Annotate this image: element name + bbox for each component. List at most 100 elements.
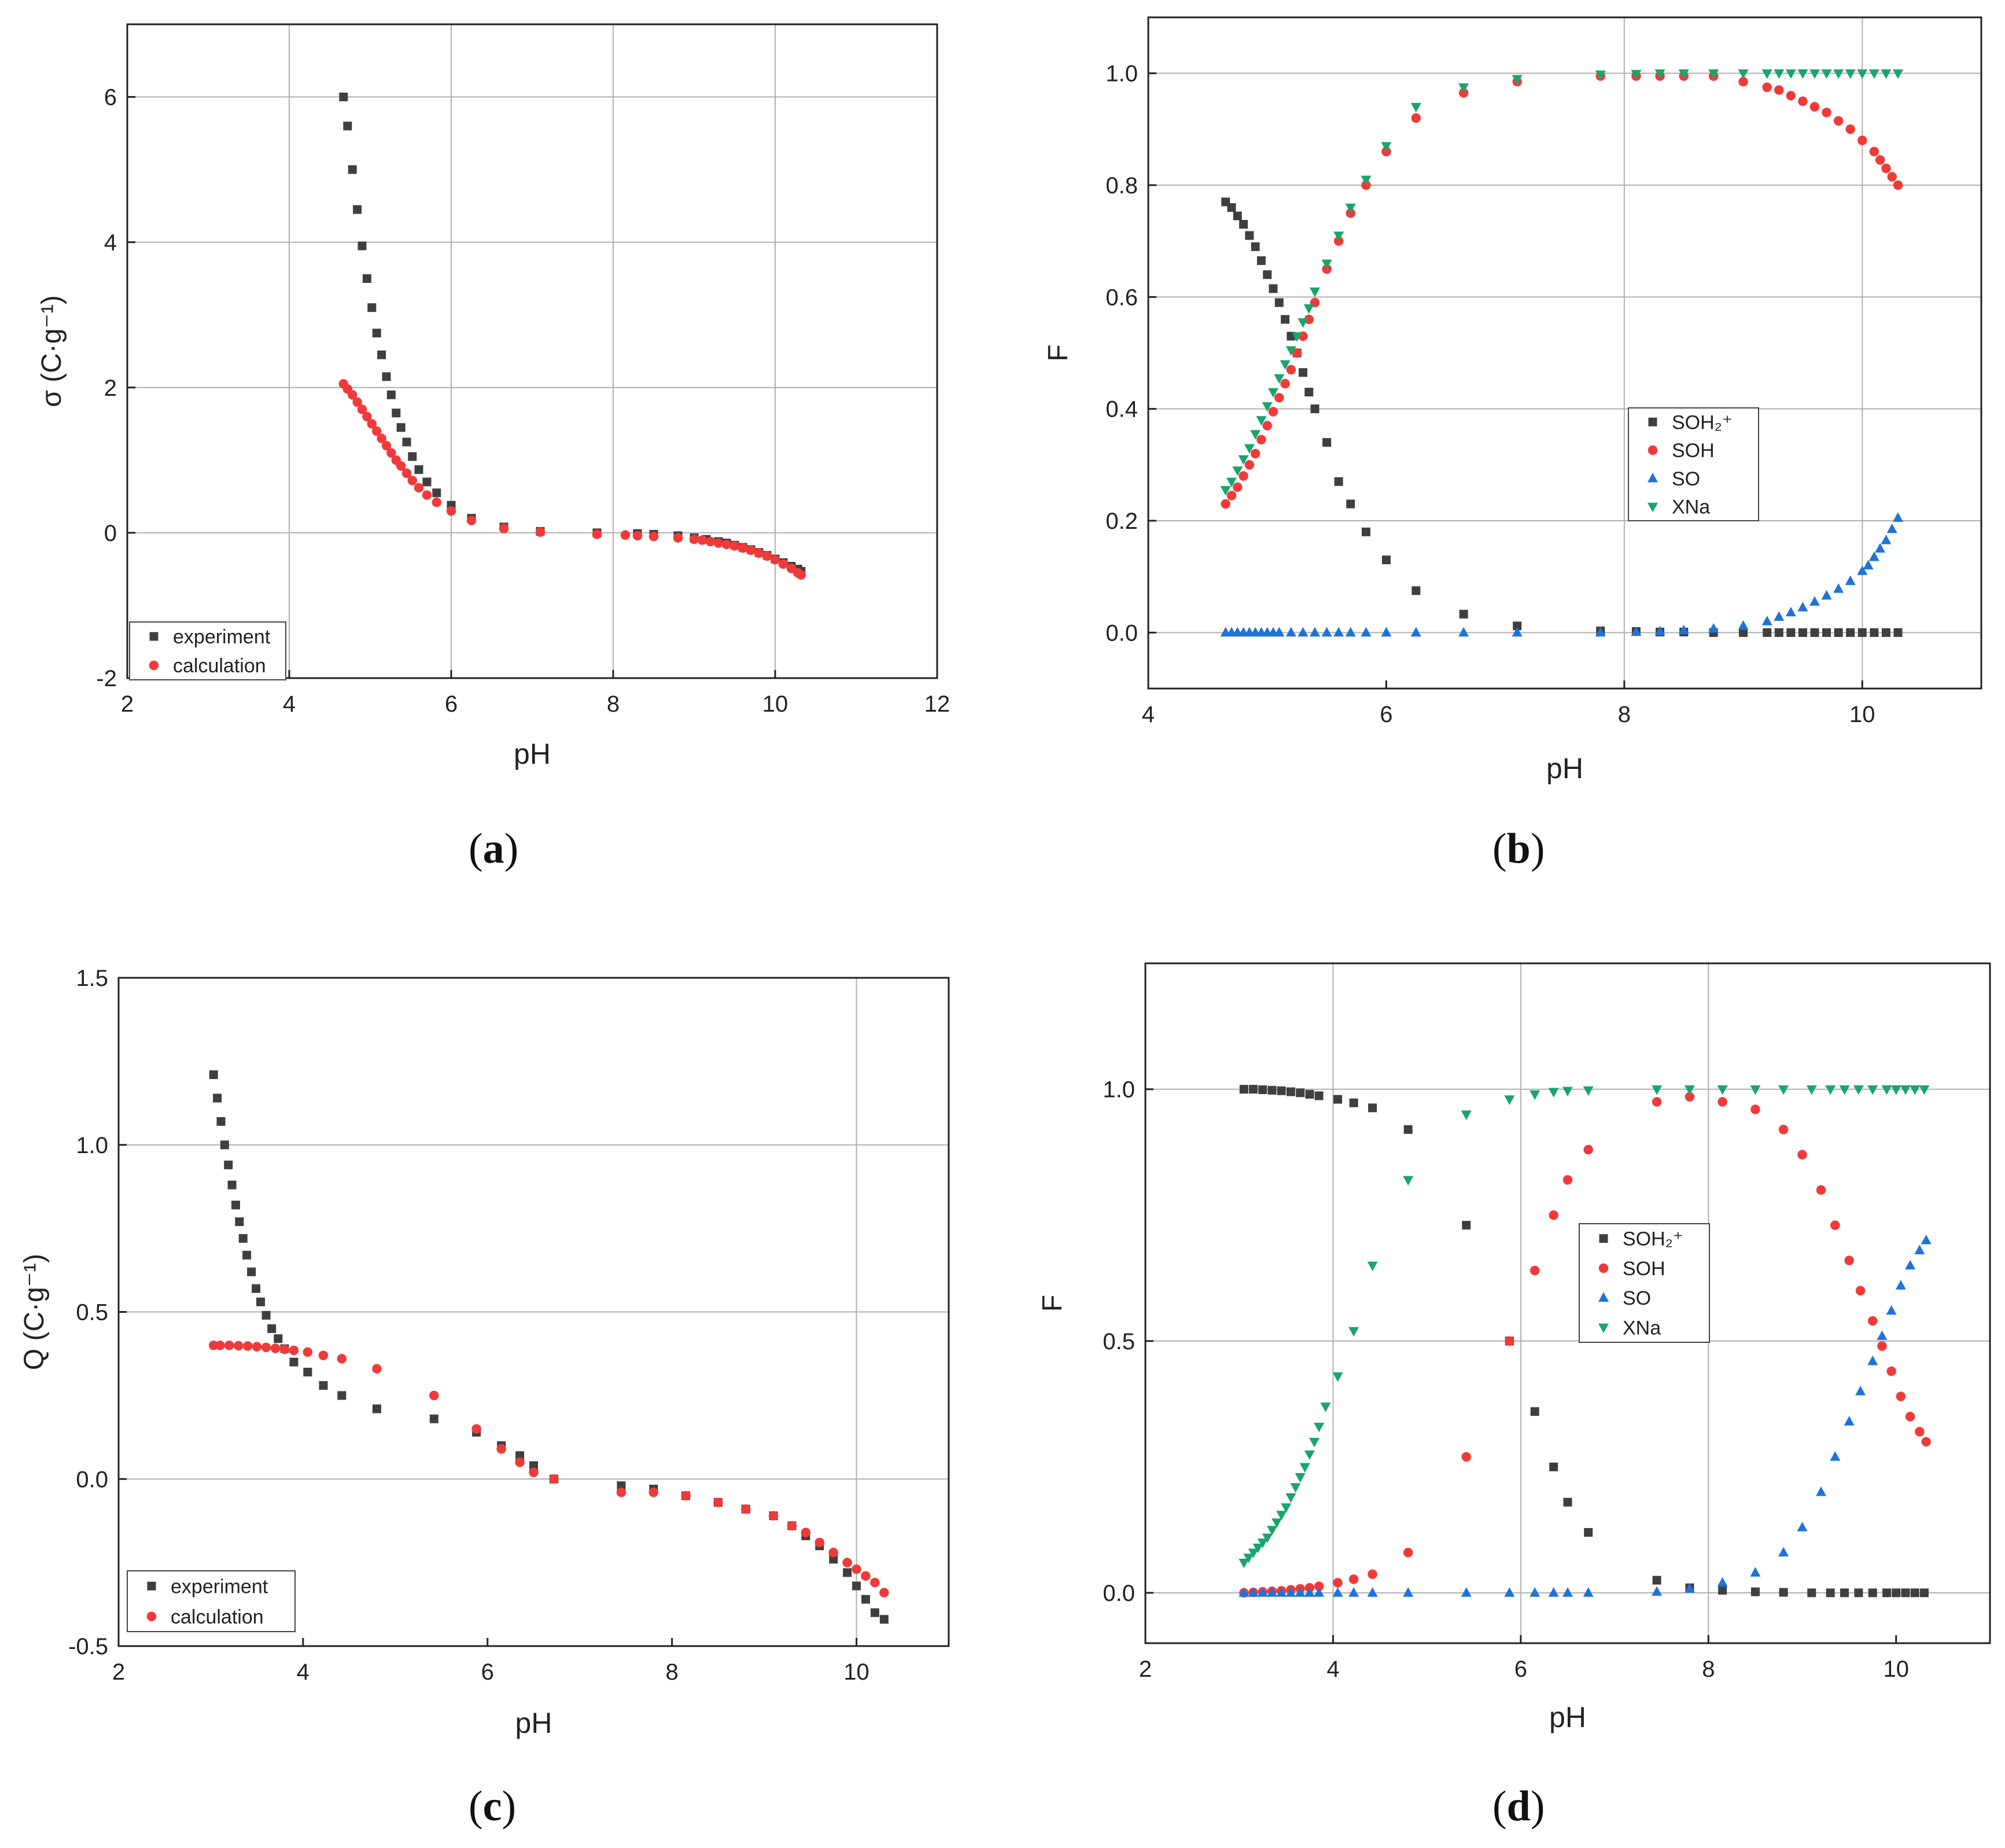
point-SOH2	[1718, 1586, 1727, 1595]
point-SO	[1295, 1587, 1306, 1597]
point-calculation	[367, 419, 377, 429]
x-tick-label: 8	[1618, 702, 1631, 727]
point-calculation	[362, 411, 372, 422]
point-XNa	[1256, 416, 1267, 426]
point-SOH2	[1298, 368, 1307, 377]
point-SO	[1921, 1234, 1932, 1245]
point-XNa	[1867, 1085, 1878, 1095]
point-experiment	[256, 1297, 266, 1306]
plot-frame	[1144, 962, 1991, 1644]
point-experiment	[386, 390, 396, 399]
point-calculation	[407, 476, 418, 485]
point-experiment	[224, 1160, 233, 1169]
point-calculation	[535, 527, 546, 537]
legend-a: experiment calculation	[129, 621, 286, 680]
point-XNa	[1845, 69, 1856, 79]
point-experiment	[408, 452, 417, 461]
point-calculation	[754, 548, 764, 558]
point-SO	[1895, 1280, 1906, 1290]
y-tick-label: 0.8	[1105, 173, 1138, 198]
point-experiment	[303, 1367, 312, 1376]
legend-label-SO: SO	[1623, 1287, 1651, 1309]
y-tick-label: 0.2	[1105, 509, 1138, 534]
point-calculation	[681, 1490, 691, 1501]
legend-marker-SO	[1598, 1292, 1609, 1302]
point-calculation	[215, 1341, 225, 1350]
series-SOH	[1239, 1092, 1931, 1598]
x-tick-label: 6	[445, 691, 458, 717]
point-XNa	[1833, 69, 1844, 79]
point-SOH	[1844, 1256, 1854, 1265]
panel-label-d: (d)	[1492, 1783, 1545, 1830]
point-SO	[1833, 583, 1844, 593]
point-SO	[1738, 620, 1749, 630]
point-XNa	[1333, 231, 1344, 241]
point-SOH2	[1334, 477, 1343, 486]
point-XNa	[1292, 332, 1303, 342]
point-SOH2	[1263, 270, 1272, 279]
x-tick-label: 4	[297, 1659, 309, 1685]
point-XNa	[1890, 1085, 1901, 1095]
point-SOH	[1797, 1150, 1807, 1159]
point-experiment	[861, 1595, 870, 1604]
point-experiment	[357, 241, 367, 251]
point-SOH2	[1840, 1588, 1849, 1597]
point-SOH	[1256, 435, 1266, 445]
point-XNa	[1774, 69, 1785, 79]
point-XNa	[1238, 455, 1249, 465]
point-SO	[1298, 627, 1309, 637]
point-SOH	[1886, 1366, 1896, 1376]
point-calculation	[689, 534, 699, 544]
point-calculation	[814, 1537, 825, 1548]
point-SOH	[1226, 491, 1237, 500]
point-SOH	[1833, 116, 1844, 126]
y-tick-label: 6	[104, 85, 117, 111]
point-SOH2	[1901, 1588, 1910, 1597]
point-SOH	[1845, 124, 1855, 134]
point-experiment	[353, 205, 362, 214]
point-XNa	[1403, 1176, 1414, 1186]
point-XNa	[1738, 69, 1749, 79]
point-SOH	[1262, 421, 1272, 430]
point-SO	[1678, 624, 1689, 635]
point-SOH	[1549, 1210, 1558, 1220]
point-calculation	[357, 404, 367, 414]
point-calculation	[740, 1504, 751, 1514]
point-SO	[1548, 1587, 1559, 1597]
point-calculation	[592, 529, 602, 539]
point-XNa	[1248, 1548, 1259, 1559]
point-SOH	[1461, 1452, 1472, 1462]
point-XNa	[1750, 1085, 1761, 1095]
point-calculation	[713, 538, 724, 548]
point-experiment	[852, 1581, 861, 1591]
point-XNa	[1262, 1533, 1273, 1543]
y-tick-label: -2	[96, 666, 117, 691]
point-calculation	[261, 1342, 271, 1352]
point-SO	[1905, 1260, 1916, 1269]
point-SOH2	[1834, 628, 1843, 637]
point-calculation	[778, 559, 788, 569]
x-tick-label: 10	[1849, 702, 1875, 727]
x-tick-label: 2	[112, 1659, 125, 1685]
point-SOH	[1816, 1185, 1826, 1195]
point-XNa	[1314, 1422, 1325, 1433]
point-SOH2	[1258, 1085, 1267, 1094]
point-SOH2	[1462, 1221, 1471, 1230]
point-SOH	[1348, 1574, 1359, 1584]
point-SOH2	[1868, 1588, 1877, 1597]
point-XNa	[1761, 69, 1772, 79]
point-experiment	[252, 1284, 261, 1293]
point-calculation	[529, 1467, 539, 1477]
x-tick-label: 10	[1884, 1656, 1910, 1682]
point-experiment	[343, 122, 352, 131]
y-tick-label: 0.5	[1103, 1329, 1135, 1354]
point-calculation	[303, 1347, 313, 1357]
point-SOH	[1822, 108, 1831, 117]
point-SOH	[1411, 113, 1421, 123]
point-XNa	[1304, 1450, 1315, 1460]
legend-marker-experiment	[147, 1581, 156, 1591]
point-SOH	[1881, 163, 1891, 174]
point-XNa	[1893, 69, 1903, 79]
point-experiment	[274, 1334, 283, 1343]
point-XNa	[1868, 69, 1879, 79]
